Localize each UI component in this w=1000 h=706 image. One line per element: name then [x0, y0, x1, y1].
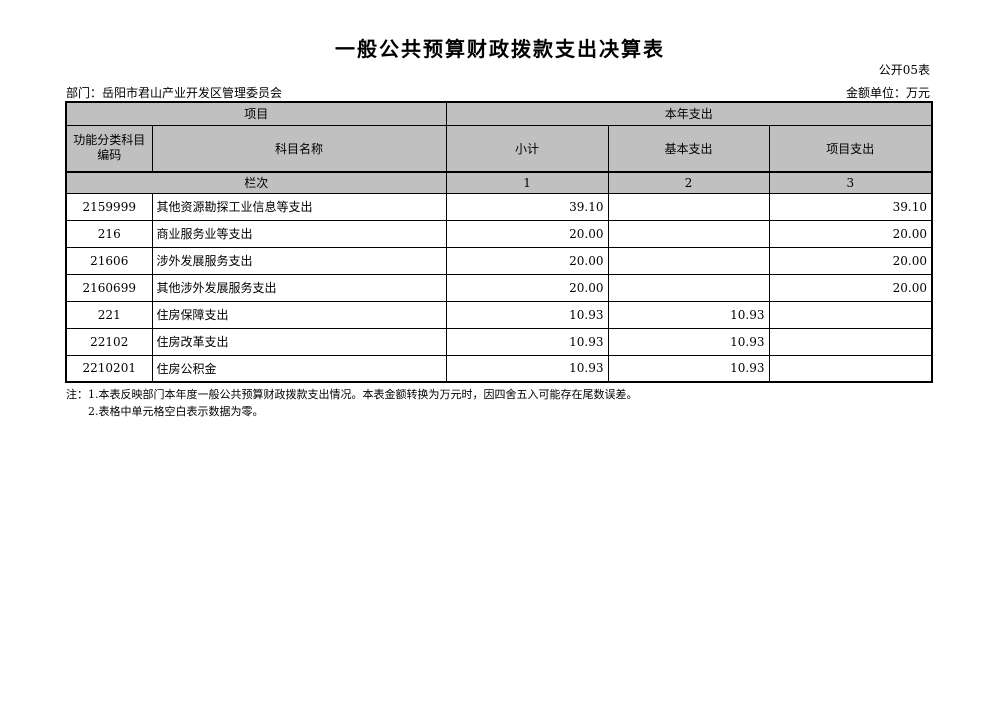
cell-subtotal: 10.93: [445, 327, 609, 356]
cell-subtotal: 20.00: [445, 273, 609, 302]
col-index-1: 1: [445, 171, 609, 194]
cell-subtotal: 39.10: [445, 192, 609, 221]
expenditure-table: 项目 本年支出 功能分类科目 编码 科目名称 小计 基本支出 项目支出 栏次 1 …: [65, 101, 934, 383]
cell-name: 涉外发展服务支出: [151, 246, 447, 275]
header-group-row: 项目 本年支出: [65, 101, 933, 126]
footnotes: 注：1.本表反映部门本年度一般公共预算财政拨款支出情况。本表金额转换为万元时，因…: [66, 386, 638, 420]
header-col-code-line2: 编码: [97, 148, 122, 163]
header-group-year: 本年支出: [445, 101, 933, 126]
cell-project: [768, 300, 933, 329]
cell-subtotal: 10.93: [445, 300, 609, 329]
header-lanci-row: 栏次 1 2 3: [65, 171, 933, 194]
header-col-project: 项目支出: [768, 124, 933, 173]
page-title: 一般公共预算财政拨款支出决算表: [335, 37, 665, 61]
col-index-3: 3: [768, 171, 933, 194]
col-index-2: 2: [607, 171, 770, 194]
cell-subtotal: 20.00: [445, 219, 609, 248]
cell-code: 21606: [65, 246, 153, 275]
cell-name: 住房公积金: [151, 354, 447, 383]
cell-basic: [607, 246, 770, 275]
cell-subtotal: 10.93: [445, 354, 609, 383]
cell-project: 20.00: [768, 246, 933, 275]
footnote-line-2: 2.表格中单元格空白表示数据为零。: [88, 405, 264, 418]
header-col-code-line1: 功能分类科目: [73, 132, 146, 147]
cell-name: 其他资源勘探工业信息等支出: [151, 192, 447, 221]
lanci-label: 栏次: [65, 171, 447, 194]
cell-basic: 10.93: [607, 327, 770, 356]
cell-code: 2159999: [65, 192, 153, 221]
header-col-code: 功能分类科目 编码: [65, 124, 153, 173]
cell-code: 2210201: [65, 354, 153, 383]
header-col-subtotal: 小计: [445, 124, 609, 173]
cell-basic: [607, 219, 770, 248]
table-row: 2159999 其他资源勘探工业信息等支出 39.10 39.10: [65, 192, 933, 221]
cell-code: 216: [65, 219, 153, 248]
cell-subtotal: 20.00: [445, 246, 609, 275]
cell-name: 商业服务业等支出: [151, 219, 447, 248]
cell-basic: [607, 192, 770, 221]
department-label: 部门：岳阳市君山产业开发区管理委员会: [66, 86, 283, 100]
cell-project: 20.00: [768, 219, 933, 248]
cell-basic: 10.93: [607, 354, 770, 383]
header-col-name: 科目名称: [151, 124, 447, 173]
meta-row: 部门：岳阳市君山产业开发区管理委员会 金额单位：万元: [66, 84, 930, 101]
cell-project: [768, 354, 933, 383]
header-col-basic: 基本支出: [607, 124, 770, 173]
cell-project: [768, 327, 933, 356]
cell-name: 住房改革支出: [151, 327, 447, 356]
cell-code: 22102: [65, 327, 153, 356]
cell-basic: [607, 273, 770, 302]
header-group-item: 项目: [65, 101, 447, 126]
cell-project: 20.00: [768, 273, 933, 302]
table-row: 216 商业服务业等支出 20.00 20.00: [65, 219, 933, 248]
table-row: 22102 住房改革支出 10.93 10.93: [65, 327, 933, 356]
cell-name: 住房保障支出: [151, 300, 447, 329]
table-row: 221 住房保障支出 10.93 10.93: [65, 300, 933, 329]
cell-basic: 10.93: [607, 300, 770, 329]
table-row: 21606 涉外发展服务支出 20.00 20.00: [65, 246, 933, 275]
footnote-line-1: 注：1.本表反映部门本年度一般公共预算财政拨款支出情况。本表金额转换为万元时，因…: [66, 388, 638, 401]
table-row: 2210201 住房公积金 10.93 10.93: [65, 354, 933, 383]
cell-code: 2160699: [65, 273, 153, 302]
cell-code: 221: [65, 300, 153, 329]
unit-label: 金额单位：万元: [845, 86, 930, 100]
header-cols-row: 功能分类科目 编码 科目名称 小计 基本支出 项目支出: [65, 124, 933, 173]
cell-name: 其他涉外发展服务支出: [151, 273, 447, 302]
cell-project: 39.10: [768, 192, 933, 221]
table-code-label: 公开05表: [878, 63, 930, 77]
table-row: 2160699 其他涉外发展服务支出 20.00 20.00: [65, 273, 933, 302]
